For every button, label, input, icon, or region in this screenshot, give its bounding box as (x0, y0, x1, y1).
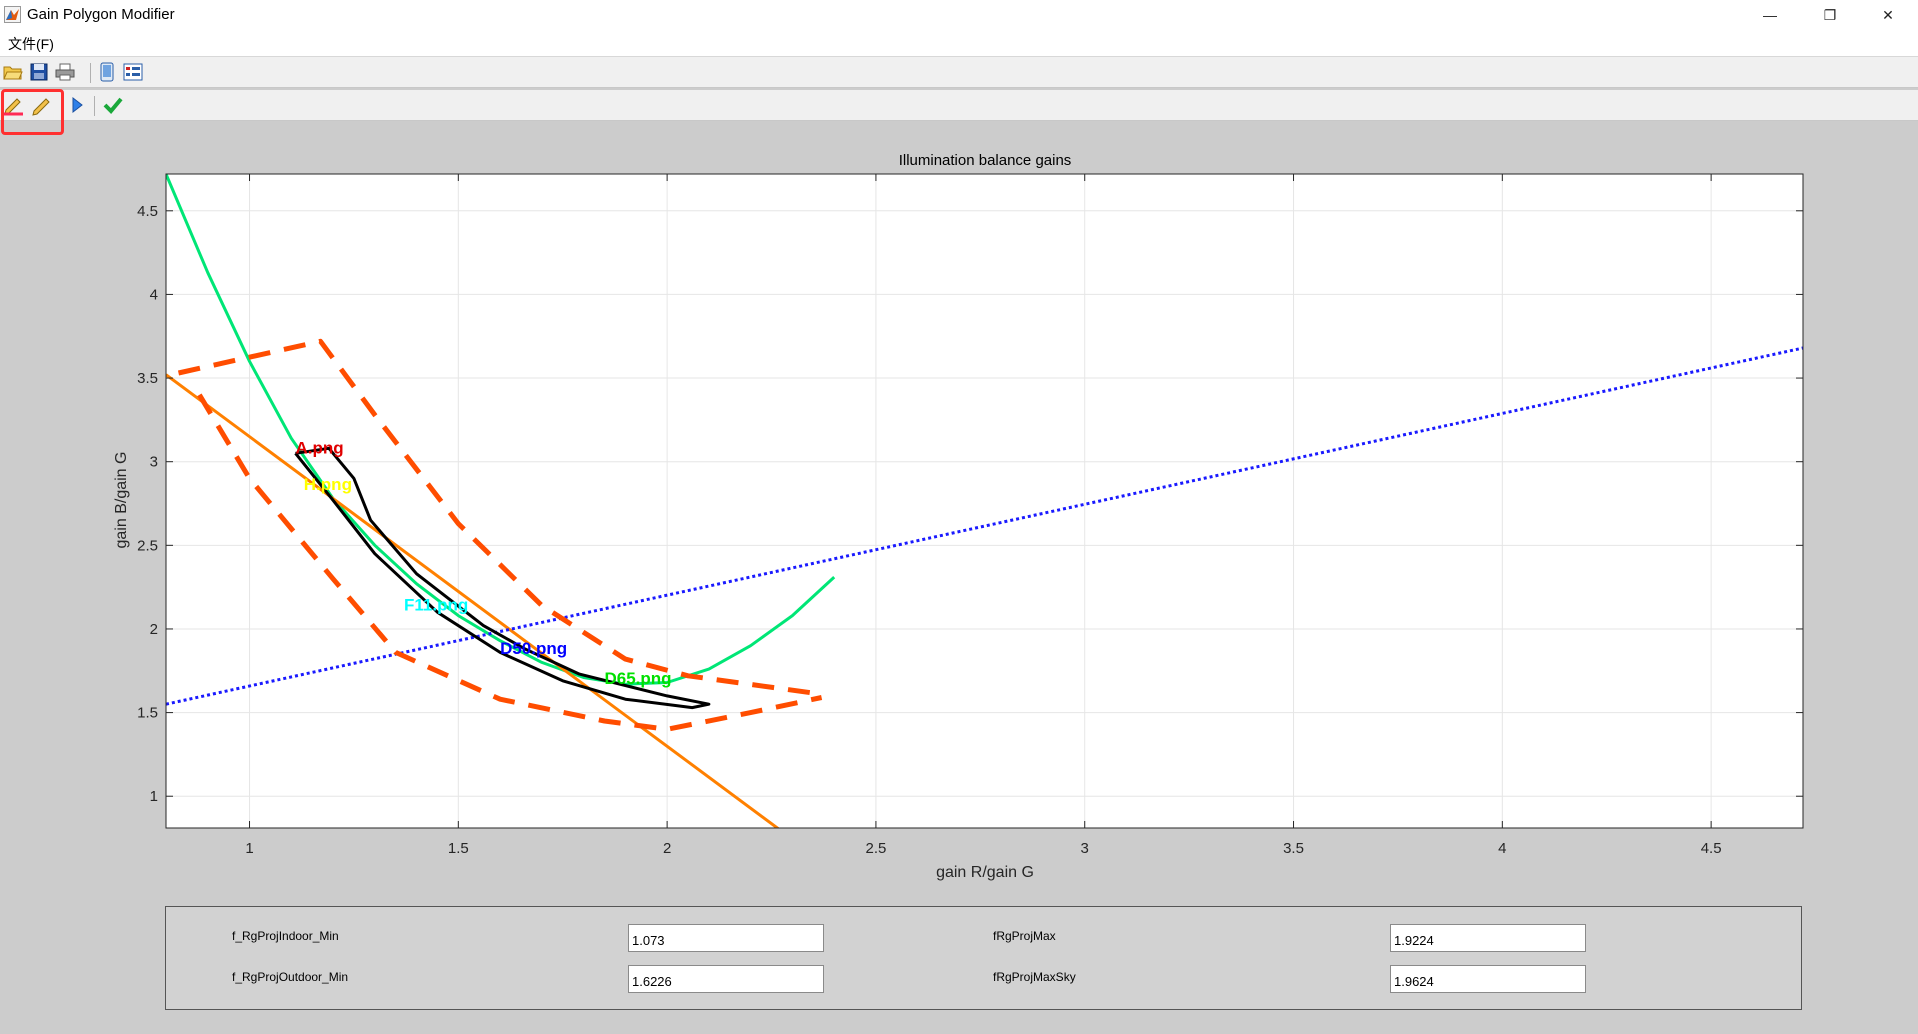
tool-highlight-box (1, 89, 64, 135)
y-axis-label: gain B/gain G (113, 452, 130, 549)
toolbar-separator (90, 63, 91, 83)
y-tick-label: 2.5 (137, 537, 158, 554)
red-pen-icon[interactable] (2, 94, 24, 116)
x-tick-label: 4.5 (1701, 840, 1722, 857)
x-tick-label: 4 (1498, 840, 1506, 857)
plot-series (166, 174, 1803, 828)
series-line-0 (166, 174, 836, 686)
point-label: F11.png (404, 596, 468, 615)
point-label: D50.png (500, 639, 567, 658)
series-labels: A.png H.png F11.png D50.png D65.png (295, 438, 671, 688)
device-icon[interactable] (96, 61, 118, 83)
rg-indoor-min-input[interactable] (628, 924, 824, 952)
x-tick-label: 3.5 (1283, 840, 1304, 857)
axis-ticks: 1 1.5 2 2.5 3 3.5 4 4.5 1 1.5 2 2.5 3 3.5 4 4.5 (137, 174, 1803, 857)
y-tick-label: 4.5 (137, 203, 158, 220)
point-label: D65.png (604, 669, 671, 688)
series-line-1 (166, 373, 780, 828)
property-inspector-icon[interactable] (122, 61, 144, 83)
series-line-3 (177, 338, 822, 697)
x-axis-label: gain R/gain G (936, 864, 1034, 881)
open-folder-icon[interactable] (2, 61, 24, 83)
x-tick-label: 3 (1081, 840, 1089, 857)
y-tick-label: 3 (150, 454, 158, 471)
y-tick-label: 4 (150, 286, 158, 303)
y-tick-label: 1.5 (137, 705, 158, 722)
x-tick-label: 1.5 (448, 840, 469, 857)
toolbar-edit (0, 90, 1918, 121)
checkmark-icon[interactable] (102, 94, 124, 116)
illumination-plot[interactable]: A.png H.png F11.png D50.png D65.png 1 1.5 2 2.5… (0, 0, 1918, 900)
parameter-panel: f_RgProjIndoor_Min f_RgProjOutdoor_Min f… (165, 906, 1802, 1010)
rg-outdoor-min-label: f_RgProjOutdoor_Min (232, 970, 349, 984)
rg-max-sky-input[interactable] (1390, 965, 1586, 993)
plot-area (166, 174, 1803, 828)
y-tick-label: 1 (150, 788, 158, 805)
series-line-5 (294, 446, 711, 710)
title-bar: Gain Polygon Modifier — ❐ ✕ (0, 0, 1918, 30)
matlab-app-icon (4, 6, 21, 23)
play-arrow-icon[interactable] (66, 94, 88, 116)
menu-bar: 文件(F) (0, 30, 1918, 57)
yellow-pen-icon[interactable] (30, 94, 52, 116)
series-line-4 (197, 393, 823, 732)
rg-max-sky-label: fRgProjMaxSky (993, 970, 1076, 984)
menu-file[interactable]: 文件(F) (8, 36, 54, 52)
rg-outdoor-min-input[interactable] (628, 965, 824, 993)
rg-max-label: fRgProjMax (993, 929, 1056, 943)
x-tick-label: 2 (663, 840, 671, 857)
y-tick-label: 3.5 (137, 370, 158, 387)
toolbar-separator (94, 96, 95, 116)
toolbar-main (0, 57, 1918, 88)
axes-box (165, 173, 1804, 829)
close-button[interactable]: ✕ (1882, 7, 1894, 23)
point-label: A.png (295, 438, 343, 457)
window-title: Gain Polygon Modifier (27, 6, 175, 23)
y-tick-label: 2 (150, 621, 158, 638)
x-tick-label: 1 (245, 840, 253, 857)
save-icon[interactable] (28, 61, 50, 83)
x-tick-label: 2.5 (865, 840, 886, 857)
rg-max-input[interactable] (1390, 924, 1586, 952)
rg-indoor-min-label: f_RgProjIndoor_Min (232, 929, 339, 943)
point-label: H.png (304, 475, 352, 494)
restore-button[interactable]: ❐ (1823, 7, 1837, 23)
print-icon[interactable] (54, 61, 76, 83)
minimize-button[interactable]: — (1763, 7, 1777, 23)
chart-title: Illumination balance gains (899, 152, 1072, 169)
grid-lines (166, 174, 1803, 828)
